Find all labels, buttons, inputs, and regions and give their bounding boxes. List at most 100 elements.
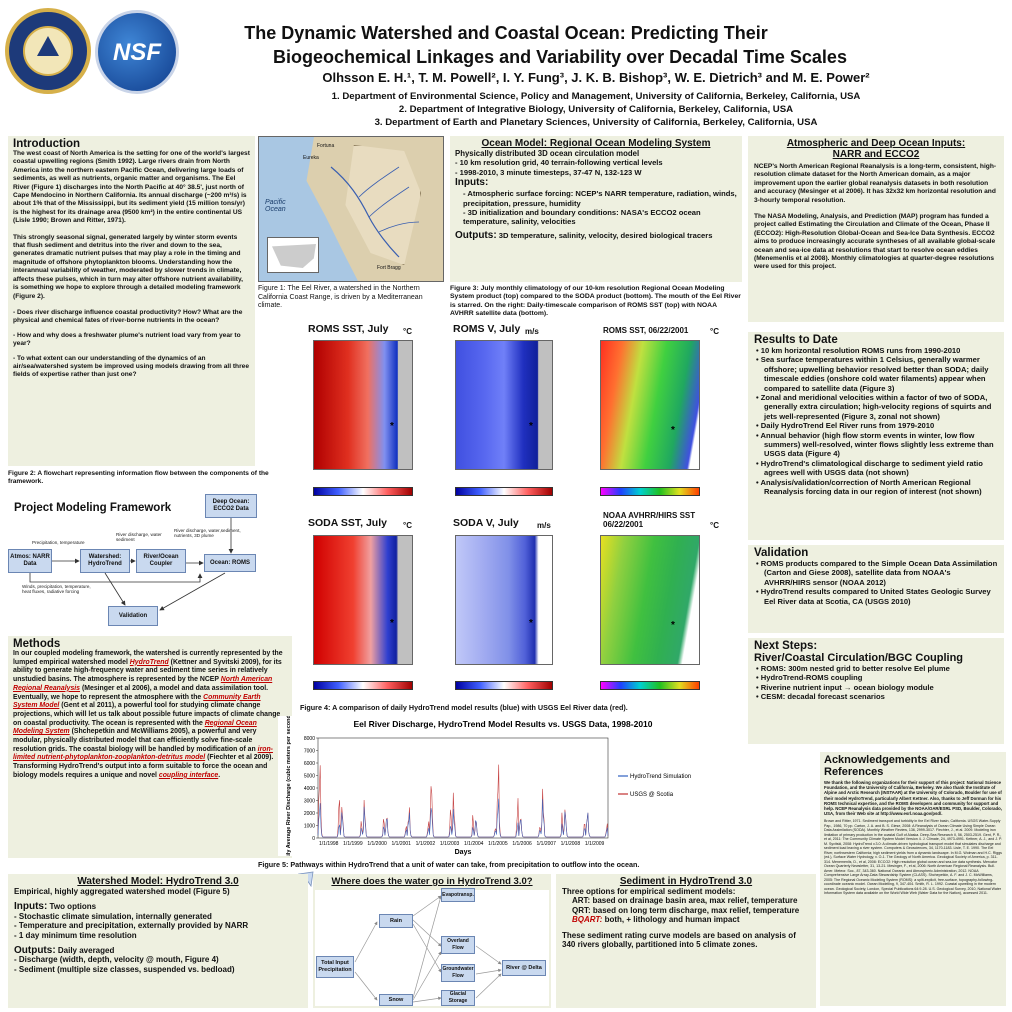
sed-qrt: QRT: based on long term discharge, max r… xyxy=(562,906,810,915)
rain-box: Rain xyxy=(379,914,413,928)
cesm-link[interactable]: Community Earth System Model xyxy=(13,693,261,710)
intro-question-2: - How and why does a freshwater plume's … xyxy=(13,331,241,348)
coupling-link[interactable]: coupling interface xyxy=(158,771,219,779)
panel-title-roms-v: ROMS V, July xyxy=(453,323,521,335)
x-tick-label-6: 1/1/2004 xyxy=(464,841,484,847)
methods-seg-c: (Mesinger et al 2006), a model and data … xyxy=(13,684,269,701)
ocean-i2: - 3D initialization and boundary conditi… xyxy=(463,208,701,227)
flow-label-discharge-nutrients: River discharge, water,sediment, nutrien… xyxy=(174,528,241,539)
flow-label-precip: Precipitation, temperature xyxy=(32,540,85,545)
validation-panel: Validation • ROMS products compared to t… xyxy=(748,545,1004,633)
validation-list: • ROMS products compared to the Simple O… xyxy=(754,559,998,606)
ocean-i1: - Atmospheric surface forcing: NCEP's NA… xyxy=(463,189,737,208)
sed-bqart-text: both, + lithology and human impact xyxy=(602,915,740,925)
atmos-paragraph-1: NCEP's North American Regional Reanalysi… xyxy=(754,163,997,204)
results-item-3: • Daily HydroTrend Eel River runs from 1… xyxy=(756,421,935,431)
colorbar-roms-v xyxy=(455,487,553,496)
atmos-title-2: NARR and ECCO2 xyxy=(832,149,920,160)
affiliation-2: 2. Department of Integrative Biology, Un… xyxy=(398,104,794,115)
colorbar-roms-daily xyxy=(600,487,700,496)
atmos-panel: Atmospheric and Deep Ocean Inputs: NARR … xyxy=(748,136,1004,322)
panel-title-avhrr-line2: 06/22/2001 xyxy=(603,520,644,529)
sed-art-text: based on drainage basin area, max relief… xyxy=(590,896,798,906)
watershed-model-title: Watershed Model: HydroTrend 3.0 xyxy=(77,876,239,887)
figure-4-caption: Figure 4: A comparison of daily HydroTre… xyxy=(300,703,628,712)
atmos-paragraph-2: The NASA Modeling, Analysis, and Predict… xyxy=(754,213,996,271)
roms-link[interactable]: Regional Ocean Modeling System xyxy=(13,719,257,736)
panel-title-roms-daily: ROMS SST, 06/22/2001 xyxy=(603,326,689,335)
ocean-outputs-text: 3D temperature, salinity, velocity, desi… xyxy=(496,230,713,240)
legend-label-1: USGS @ Scotia xyxy=(630,792,674,798)
unit-soda-sst: °C xyxy=(403,521,412,530)
panel-title-roms-sst-text: ROMS SST, July xyxy=(308,323,389,335)
total-input-box: Total Input Precipitation xyxy=(316,956,354,978)
next-steps-item-3: • CESM: decadal forecast scenarios xyxy=(756,692,885,702)
affiliation-1: 1. Department of Environmental Science, … xyxy=(331,91,861,102)
eureka-label: Eureka xyxy=(303,155,319,161)
roms-daily-sst-map: * xyxy=(600,340,700,470)
sed-intro: Three options for empirical sediment mod… xyxy=(562,887,736,896)
x-tick-label-0: 1/1/1998 xyxy=(319,841,339,847)
eel-mouth-star-2: * xyxy=(529,421,533,432)
glacial-box: Glacial Storage xyxy=(441,990,475,1006)
x-tick-label-11: 1/1/2009 xyxy=(585,841,605,847)
sed-art: ART: based on drainage basin area, max r… xyxy=(562,896,810,905)
x-tick-label-9: 1/1/2007 xyxy=(537,841,557,847)
colorbar-soda-v xyxy=(455,681,553,690)
roms-sst-map: * xyxy=(313,340,413,470)
roms-v-map: * xyxy=(455,340,553,470)
narr-link[interactable]: North American Regional Reanalysis xyxy=(13,676,273,692)
npzd-link[interactable]: iron-limited nutrient-phytoplankton-zoop… xyxy=(13,745,273,762)
watershed-box: Watershed: HydroTrend xyxy=(80,549,130,573)
chart-xlabel: Days xyxy=(455,849,472,856)
deep-ocean-box: Deep Ocean: ECCO2 Data xyxy=(205,494,257,518)
avhrr-sst-map: * xyxy=(600,535,700,665)
validation-item-0: • ROMS products compared to the Simple O… xyxy=(756,559,998,587)
ws-o2: - Sediment (multiple size classes, suspe… xyxy=(14,964,235,974)
intro-question-3: - To what extent can our understanding o… xyxy=(13,354,249,379)
ws-i1: - Stochastic climate simulation, interna… xyxy=(14,911,212,921)
validation-box: Validation xyxy=(108,606,158,626)
figure-1-caption: Figure 1: The Eel River, a watershed in … xyxy=(258,285,423,310)
legend-label-0: HydroTrend Simulation xyxy=(630,774,691,780)
y-tick-label-0: 0 xyxy=(312,836,315,842)
next-steps-panel: Next Steps: River/Coastal Circulation/BG… xyxy=(748,638,1004,744)
nsf-logo: NSF xyxy=(95,10,179,94)
title-line-1: The Dynamic Watershed and Coastal Ocean:… xyxy=(244,23,768,43)
nsf-logo-text: NSF xyxy=(113,39,161,66)
ocean-roms-box: Ocean: ROMS xyxy=(204,554,256,572)
figure-5-caption: Figure 5: Pathways within HydroTrend tha… xyxy=(258,860,640,869)
sed-bqart: BQART: both, + lithology and human impac… xyxy=(562,915,810,924)
affiliation-3: 3. Department of Earth and Planetary Sci… xyxy=(374,117,818,128)
ws-i3: - 1 day minimum time resolution xyxy=(14,930,137,940)
coupler-box: River/Ocean Coupler xyxy=(136,549,186,573)
validation-item-1: • HydroTrend results compared to United … xyxy=(756,587,991,606)
intro-paragraph-1: The west coast of North America is the s… xyxy=(13,150,250,225)
intro-question-1: - Does river discharge influence coastal… xyxy=(13,308,243,325)
hydrotrend-diagram-title: Where does the water go in HydroTrend 3.… xyxy=(331,876,533,887)
x-tick-label-7: 1/1/2005 xyxy=(488,841,508,847)
uc-seal-logo xyxy=(5,8,91,94)
watershed-model-panel: Watershed Model: HydroTrend 3.0 Empirica… xyxy=(8,874,308,1008)
unit-roms-sst: °C xyxy=(403,327,412,336)
introduction-title: Introduction xyxy=(13,138,81,150)
authors: Olhsson E. H.¹, T. M. Powell², I. Y. Fun… xyxy=(322,70,870,85)
results-item-0: • 10 km horizontal resolution ROMS runs … xyxy=(756,346,961,355)
snow-box: Snow xyxy=(379,994,413,1006)
y-tick-label-5: 5000 xyxy=(304,774,315,780)
hydrotrend-link[interactable]: HydroTrend xyxy=(129,658,169,666)
unit-roms-daily: °C xyxy=(710,327,719,336)
ws-inputs-tail: Two options xyxy=(47,902,97,912)
panel-title-avhrr-line1: NOAA AVHRR/HIRS SST xyxy=(603,511,696,520)
colorbar-avhrr xyxy=(600,681,700,690)
chart-ylabel: Daily Average River Discharge (cubic met… xyxy=(286,716,292,856)
discharge-chart-svg: Eel River Discharge, HydroTrend Model Re… xyxy=(286,713,691,863)
ocean-b2: - 1998-2010, 3 minute timesteps, 37-47 N… xyxy=(455,167,642,177)
next-steps-item-1: • HydroTrend-ROMS coupling xyxy=(756,673,863,683)
next-steps-item-2: • Riverine nutrient input → ocean biolog… xyxy=(756,682,934,692)
ws-outputs: Outputs: Daily averaged xyxy=(14,946,302,956)
eel-mouth-star-6: * xyxy=(671,620,675,631)
ack-references: Brown and Ritter, 1971. Sediment transpo… xyxy=(824,819,1002,896)
sediment-panel: Sediment in HydroTrend 3.0 Three options… xyxy=(556,874,816,1008)
next-steps-item-0: • ROMS: 300m nested grid to better resol… xyxy=(756,664,950,673)
